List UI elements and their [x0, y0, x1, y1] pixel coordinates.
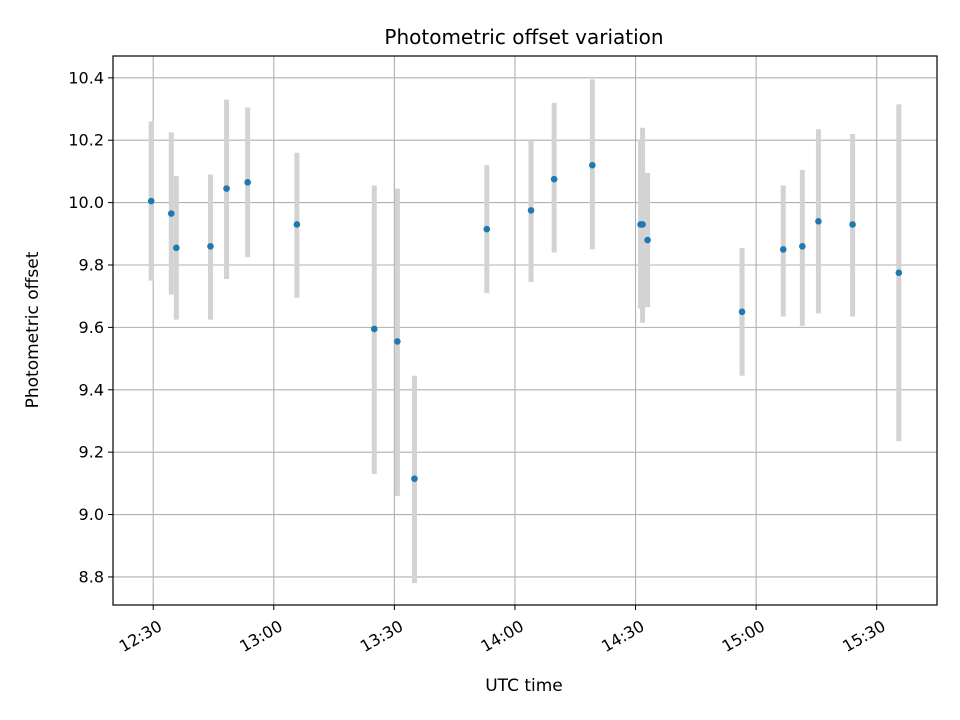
plot-frame [112, 55, 938, 606]
y-tick-label: 9.4 [79, 380, 104, 399]
chart-title: Photometric offset variation [384, 25, 663, 49]
data-point [639, 221, 646, 228]
y-tick-label: 10.2 [68, 131, 104, 150]
data-point [483, 225, 491, 233]
data-point [167, 210, 175, 217]
data-point [895, 269, 903, 277]
point-layer [147, 161, 903, 482]
data-point [173, 244, 180, 252]
y-tick-label: 9.0 [79, 505, 104, 524]
data-point [244, 179, 251, 186]
data-point [394, 338, 401, 345]
data-point [644, 236, 651, 244]
data-point [223, 185, 230, 192]
data-point [527, 207, 535, 214]
data-point [799, 242, 806, 250]
y-tick-label: 9.2 [79, 443, 104, 462]
grid-layer [113, 56, 937, 605]
y-tick-label: 9.6 [79, 318, 104, 337]
y-axis-title: Photometric offset [23, 251, 43, 408]
y-tick-label: 8.8 [79, 567, 104, 586]
data-point [147, 197, 155, 205]
data-point [550, 175, 558, 183]
data-point [589, 161, 596, 169]
y-tick-label: 9.8 [79, 255, 104, 274]
data-point [815, 218, 822, 225]
data-point [849, 221, 856, 228]
y-tick-label: 10.0 [68, 193, 104, 212]
data-point [738, 308, 746, 316]
data-point [207, 242, 214, 250]
data-point [411, 475, 418, 482]
data-point [293, 221, 301, 228]
data-point [779, 246, 787, 253]
y-tick-label: 10.4 [68, 68, 104, 87]
x-axis-title: UTC time [485, 676, 563, 696]
data-point [370, 325, 378, 333]
